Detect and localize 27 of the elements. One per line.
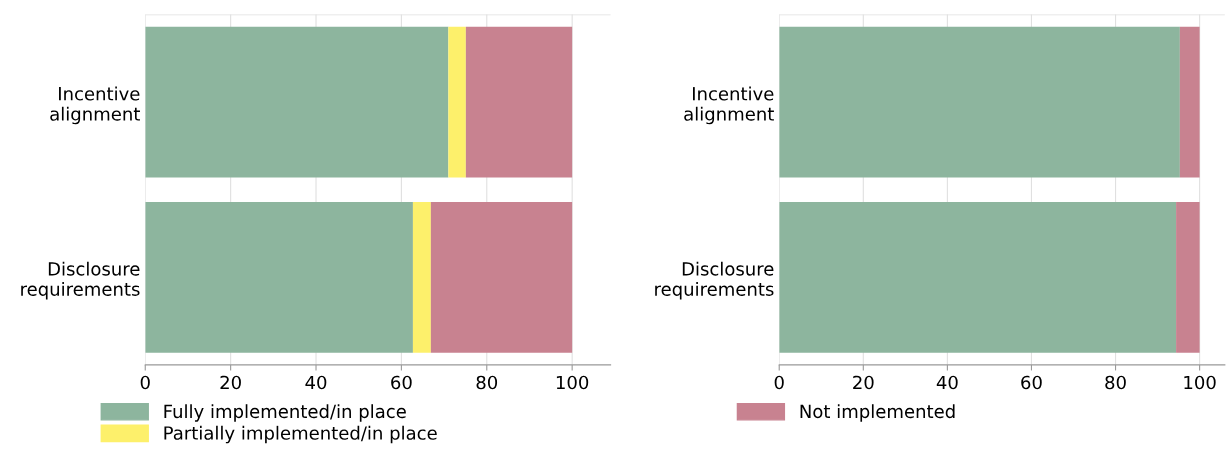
y-tick-label: Incentive alignment	[684, 86, 774, 125]
x-tick-label: 80	[476, 375, 498, 390]
bar	[448, 26, 466, 178]
x-tick-label: 20	[220, 375, 241, 390]
x-tick-label: 20	[853, 375, 874, 390]
x-tick-label: 100	[1184, 375, 1216, 390]
bar	[145, 202, 413, 353]
y-tick-label: Disclosure requirements	[21, 261, 140, 300]
legend-label: Fully implemented/in place	[164, 404, 406, 422]
x-tick-label: 60	[391, 375, 412, 390]
x-tick-label: 0	[774, 375, 784, 390]
legend-label: Not implemented	[800, 404, 955, 422]
bar	[1179, 26, 1200, 178]
x-tick-label: 60	[1021, 375, 1042, 390]
x-tick-label: 80	[1105, 375, 1126, 390]
bar	[1176, 202, 1200, 353]
x-tick-label: 40	[936, 375, 958, 390]
x-tick-label: 40	[305, 375, 327, 390]
bar	[412, 202, 431, 353]
x-tick-label: 0	[140, 375, 150, 390]
bar	[430, 202, 573, 353]
bar	[145, 26, 449, 178]
bar	[465, 26, 573, 178]
legend-label: Partially implemented/in place	[164, 425, 437, 444]
y-tick-label: Incentive alignment	[50, 86, 140, 125]
y-tick-label: Disclosure requirements	[655, 261, 774, 300]
x-tick-label: 100	[556, 375, 589, 390]
